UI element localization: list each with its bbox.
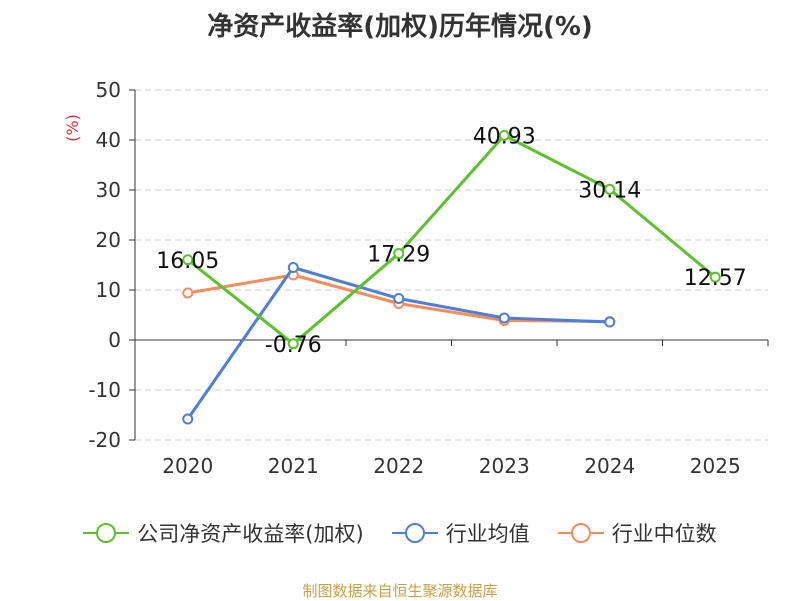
x-tick-label: 2023 — [479, 454, 530, 478]
y-tick-label: 0 — [108, 328, 121, 352]
x-tick-label: 2025 — [690, 454, 741, 478]
data-label: -0.76 — [265, 333, 322, 358]
y-tick-label: 40 — [96, 128, 121, 152]
y-tick-label: 30 — [96, 178, 121, 202]
legend-item-industry-median[interactable]: 行业中位数 — [557, 518, 717, 548]
series-point-0 — [182, 254, 194, 266]
series-point-0 — [287, 338, 299, 350]
y-tick-label: -10 — [88, 378, 121, 402]
series-point-0 — [604, 183, 616, 195]
data-label: 17.29 — [367, 243, 430, 268]
legend-label: 公司净资产收益率(加权) — [137, 522, 364, 546]
series-point-2 — [182, 287, 194, 299]
legend-swatch-icon — [83, 523, 130, 543]
x-tick-label: 2024 — [584, 454, 635, 478]
series-point-0 — [393, 248, 405, 260]
series-point-1 — [182, 413, 194, 425]
series-point-0 — [498, 129, 510, 141]
legend-label: 行业中位数 — [611, 522, 717, 546]
series-point-1 — [393, 293, 405, 304]
data-source-note: 制图数据来自恒生聚源数据库 — [302, 582, 498, 600]
data-label: 16.05 — [156, 249, 219, 274]
legend-label: 行业均值 — [445, 522, 530, 546]
x-tick-label: 2021 — [268, 454, 319, 478]
data-label: 30.14 — [578, 178, 641, 203]
y-tick-label: 20 — [96, 228, 121, 252]
y-tick-label: 50 — [96, 78, 121, 102]
x-tick-label: 2020 — [162, 454, 213, 478]
y-tick-label: -20 — [88, 428, 121, 452]
series-point-1 — [498, 312, 510, 324]
chart-title: 净资产收益率(加权)历年情况(%) — [207, 12, 593, 42]
legend-swatch-icon — [391, 523, 438, 543]
y-axis-label: (%) — [63, 114, 82, 142]
series-point-0 — [709, 271, 721, 283]
y-tick-label: 10 — [96, 278, 121, 302]
legend-item-company-roe[interactable]: 公司净资产收益率(加权) — [83, 518, 364, 548]
legend-swatch-icon — [557, 523, 604, 543]
x-tick-label: 2022 — [373, 454, 424, 478]
legend-item-industry-mean[interactable]: 行业均值 — [391, 518, 530, 548]
data-label: 40.93 — [473, 124, 536, 149]
series-line-0 — [186, 133, 717, 346]
series-point-1 — [287, 262, 299, 273]
chart-legend: 公司净资产收益率(加权) 行业均值 行业中位数 — [0, 518, 800, 548]
series-point-1 — [604, 316, 616, 328]
data-label: 12.57 — [684, 266, 747, 291]
